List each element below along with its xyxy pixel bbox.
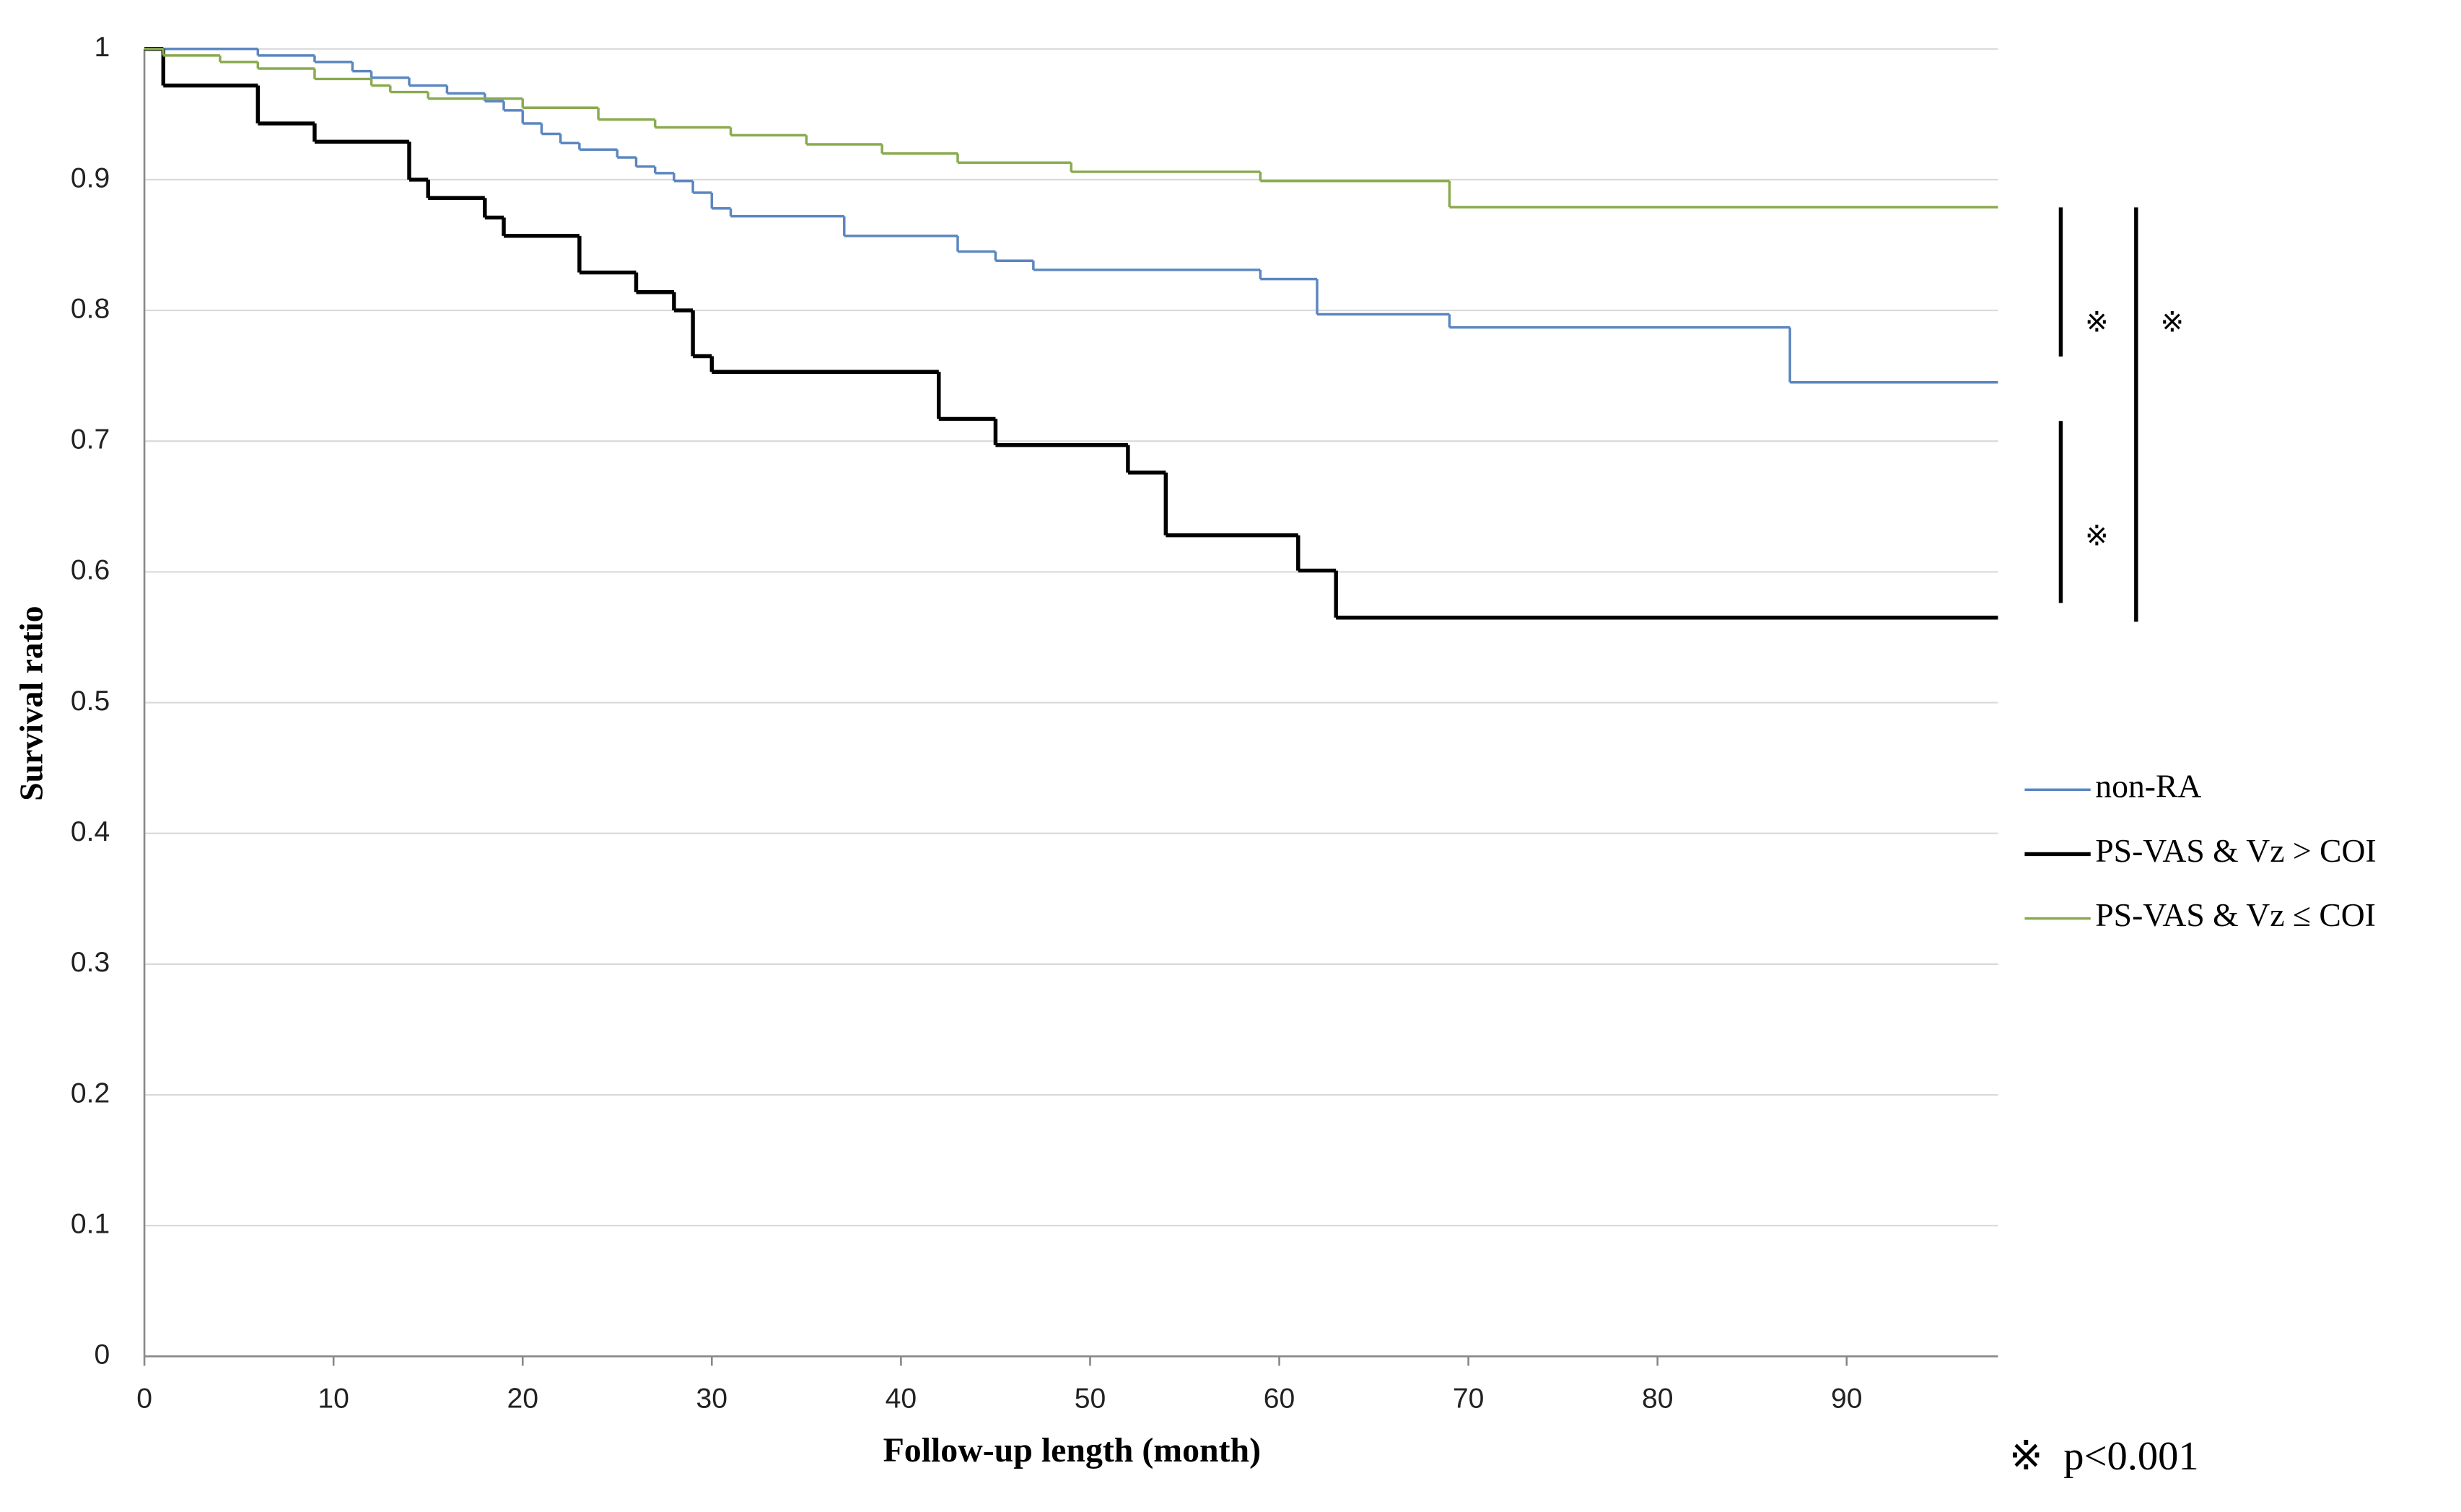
x-tick-label: 30: [696, 1384, 728, 1415]
y-tick-label: 0.6: [71, 555, 110, 586]
y-tick-label: 0.3: [71, 947, 110, 978]
legend-label: PS-VAS & Vz > COI: [2095, 832, 2376, 869]
x-tick-label: 40: [886, 1384, 917, 1415]
y-axis-title: Survival ratio: [12, 606, 49, 801]
x-tick-label: 50: [1075, 1384, 1106, 1415]
y-tick-label: 0.1: [71, 1209, 110, 1240]
legend-label: PS-VAS & Vz ≤ COI: [2095, 896, 2376, 933]
y-tick-label: 0: [94, 1340, 110, 1371]
annotation: ※: [2160, 307, 2184, 338]
legend-label: non-RA: [2095, 768, 2201, 805]
annotation: ※ p<0.001: [2009, 1434, 2199, 1479]
y-tick-label: 1: [94, 32, 110, 63]
x-tick-label: 90: [1831, 1384, 1863, 1415]
x-tick-label: 80: [1642, 1384, 1674, 1415]
x-axis-title: Follow-up length (month): [883, 1431, 1262, 1469]
y-tick-label: 0.4: [71, 816, 110, 847]
y-tick-label: 0.2: [71, 1078, 110, 1109]
x-tick-label: 0: [136, 1384, 152, 1415]
annotation: ※: [2085, 520, 2109, 551]
x-tick-label: 20: [507, 1384, 538, 1415]
y-tick-label: 0.5: [71, 686, 110, 717]
y-tick-label: 0.8: [71, 293, 110, 324]
x-tick-label: 70: [1453, 1384, 1485, 1415]
annotation: ※: [2085, 307, 2109, 338]
significance-brackets: [2058, 207, 2138, 622]
y-tick-label: 0.7: [71, 424, 110, 455]
x-tick-label: 60: [1264, 1384, 1295, 1415]
y-tick-label: 0.9: [71, 162, 110, 193]
x-tick-label: 10: [318, 1384, 349, 1415]
